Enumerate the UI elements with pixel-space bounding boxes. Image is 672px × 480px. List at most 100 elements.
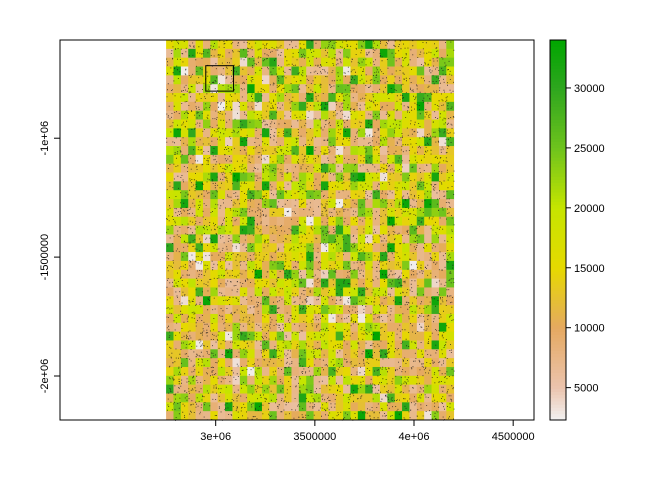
raster-cell <box>202 393 211 403</box>
raster-cell <box>269 313 278 324</box>
raster-cell <box>313 110 322 120</box>
raster-cell <box>379 172 388 182</box>
raster-cell <box>379 48 388 59</box>
raster-cell <box>350 322 359 333</box>
raster-cell <box>195 287 204 297</box>
raster-cell <box>365 48 373 59</box>
raster-cell <box>387 225 396 235</box>
raster-cell <box>239 57 248 67</box>
raster-cell <box>335 322 344 333</box>
raster-cell <box>357 93 366 103</box>
legend-color-strip <box>550 245 566 250</box>
raster-cell <box>195 260 204 271</box>
raster-cell <box>166 57 174 67</box>
raster-cell <box>291 243 300 253</box>
raster-cell <box>217 48 226 59</box>
raster-cell <box>276 172 285 182</box>
raster-cell <box>276 349 285 359</box>
raster-cell <box>394 305 403 315</box>
legend-color-strip <box>550 337 566 342</box>
raster-cell <box>269 75 278 85</box>
raster-cell <box>284 93 292 103</box>
raster-cell <box>394 110 403 120</box>
raster-cell <box>284 40 292 50</box>
raster-cell <box>416 190 425 200</box>
raster-cell <box>261 181 270 191</box>
raster-cell <box>365 287 373 297</box>
raster-cell <box>225 93 233 103</box>
raster-cell <box>402 260 410 271</box>
raster-cell <box>379 57 388 67</box>
raster-cell <box>247 269 255 280</box>
raster-cell <box>202 75 211 85</box>
raster-cell <box>180 40 189 50</box>
raster-cell <box>357 199 366 209</box>
raster-cell <box>320 278 329 288</box>
raster-cell <box>210 358 219 368</box>
raster-cell <box>173 146 182 156</box>
raster-cell <box>365 190 373 200</box>
raster-cell <box>261 411 270 421</box>
raster-cell <box>210 393 219 403</box>
legend-color-strip <box>550 397 566 402</box>
raster-cell <box>409 207 418 218</box>
y-tick-label: -2e+06 <box>39 359 51 394</box>
raster-cell <box>291 384 300 394</box>
raster-cell <box>424 252 432 262</box>
raster-cell <box>173 66 182 76</box>
raster-cell <box>217 199 226 209</box>
raster-cell <box>320 296 329 306</box>
raster-cell <box>320 216 329 226</box>
raster-cell <box>166 313 174 324</box>
raster-cell <box>424 93 432 103</box>
raster-cell <box>173 48 182 59</box>
raster-cell <box>188 313 196 324</box>
raster-cell <box>313 243 322 253</box>
raster-cell <box>416 48 425 59</box>
raster-cell <box>379 40 388 50</box>
legend-color-strip <box>550 363 566 367</box>
raster-cell <box>225 402 233 412</box>
raster-cell <box>328 322 337 333</box>
raster-cell <box>379 190 388 200</box>
raster-cell <box>379 101 388 112</box>
legend-color-strip <box>550 65 566 69</box>
raster-cell <box>210 287 219 297</box>
raster-cell <box>394 66 403 76</box>
raster-cell <box>365 260 373 271</box>
raster-cell <box>313 402 322 412</box>
raster-cell <box>357 358 366 368</box>
legend-tick-label: 15000 <box>574 263 605 275</box>
raster-cell <box>232 137 241 147</box>
raster-cell <box>379 93 388 103</box>
raster-cell <box>173 154 182 165</box>
raster-cell <box>446 313 455 324</box>
raster-cell <box>247 154 255 165</box>
raster-cell <box>247 84 255 94</box>
raster-cell <box>387 57 396 67</box>
raster-cell <box>254 40 263 50</box>
raster-cell <box>166 75 174 85</box>
raster-cell <box>424 163 432 173</box>
raster-cell <box>387 252 396 262</box>
legend-color-strip <box>550 325 566 329</box>
raster-cell <box>424 216 432 226</box>
raster-cell <box>210 66 219 76</box>
raster-cell <box>254 207 263 218</box>
raster-cell <box>350 84 359 94</box>
raster-cell <box>239 322 248 333</box>
raster-cell <box>320 199 329 209</box>
raster-cell <box>195 84 204 94</box>
raster-cell <box>320 358 329 368</box>
raster-cell <box>173 269 182 280</box>
raster-cell <box>217 57 226 67</box>
raster-cell <box>365 322 373 333</box>
raster-cell <box>195 40 204 50</box>
raster-cell <box>247 207 255 218</box>
raster-cell <box>446 119 455 129</box>
raster-cell <box>239 225 248 235</box>
raster-cell <box>313 278 322 288</box>
raster-cell <box>372 128 381 138</box>
raster-cell <box>424 287 432 297</box>
raster-cell <box>276 252 285 262</box>
